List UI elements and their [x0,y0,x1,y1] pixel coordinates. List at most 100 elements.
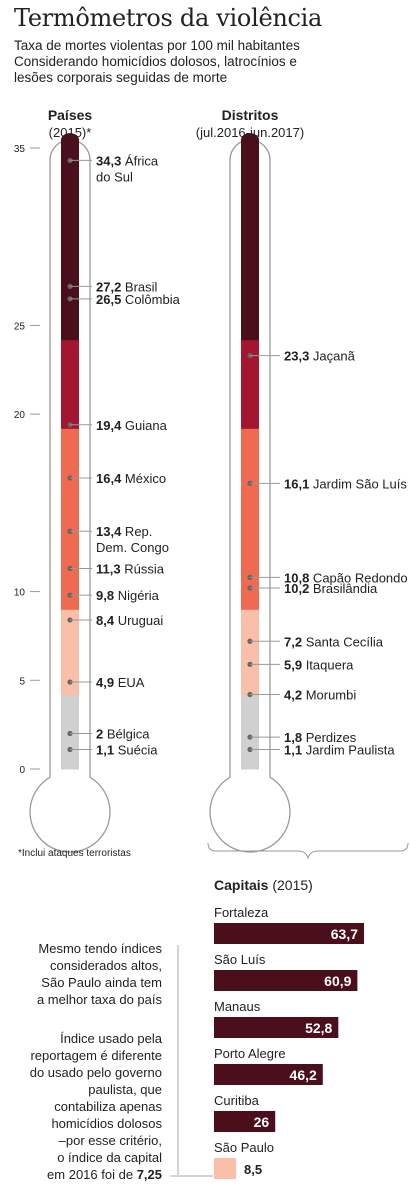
paises-name: Rep. [121,524,152,539]
distritos-value: 23,3 [284,349,309,364]
paises-name: Guiana [121,418,167,433]
capitals-subtitle: (2015) [272,877,313,893]
note-line: o índice da capital [57,1150,162,1165]
subtitle-line: Considerando homicídios dolosos, latrocí… [14,54,297,69]
capital-name: São Paulo [214,1140,274,1155]
paises-label: 8,4 Uruguai [96,613,163,628]
liquid-distritos-band [241,139,259,341]
paises-label: 9,8 Nigéria [96,588,160,603]
capital-name: Manaus [214,999,261,1014]
page-title: Termômetros da violência [14,4,323,32]
y-tick-label: 35 [14,144,26,155]
capital-bar [214,1017,339,1038]
liquid-distritos-band [241,694,259,770]
distritos-name: Capão Redondo [309,570,407,585]
subheading-distritos: (jul.2016-jun.2017) [196,125,304,140]
distritos-value: 7,2 [284,634,302,649]
note-line: –por esse critério, [58,1133,162,1148]
paises-name: África [121,153,159,168]
paises-label: 11,3 Rússia [96,562,165,577]
liquid-distritos-band [241,428,259,610]
distritos-label: 16,1 Jardim São Luís [284,476,407,491]
note-highlight-value: 7,25 [136,1167,162,1182]
capital-value: 60,9 [324,973,351,989]
subtitle: Taxa de mortes violentas por 100 mil hab… [14,38,300,86]
distritos-name: Jaçanã [309,349,355,364]
paises-label: 16,4 México [96,471,166,486]
paises-value: 13,4 [96,524,122,539]
distritos-value: 10,2 [284,581,309,596]
y-tick-label: 10 [14,588,26,599]
note-line: Mesmo tendo índices [38,941,162,956]
distritos-label: 23,3 Jaçanã [284,349,356,364]
capital-value: 46,2 [290,1067,317,1083]
distritos-name: Santa Cecília [302,634,384,649]
distritos-label: 1,1 Jardim Paulista [284,742,395,757]
distritos-value: 10,8 [284,570,309,585]
capital-value: 26 [254,1114,270,1130]
note-line: paulista, que [88,1082,162,1097]
footnote: *Inclui ataques terroristas [18,848,131,859]
note-2: Índice usado pela reportagem é diferente… [30,1030,162,1183]
capital-bar [214,970,358,991]
paises-label: 19,4 Guiana [96,418,168,433]
subtitle-line: lesões corporais seguidas de morte [14,70,228,85]
distritos-label: 10,2 Brasilândia [284,581,378,596]
paises-label: 27,2 Brasil [96,279,158,294]
paises-value: 27,2 [96,279,121,294]
y-tick-label: 25 [14,321,26,332]
paises-value: 2 [96,727,103,742]
capital-value: 63,7 [331,926,358,942]
paises-value: 1,1 [96,742,114,757]
y-tick-label: 20 [14,410,26,421]
note-line: a melhor taxa do país [36,992,162,1007]
capital-name: Fortaleza [214,905,269,920]
liquid-paises-band [61,428,79,610]
liquid-paises [61,133,79,770]
capitals-title: Capitais [214,877,269,893]
paises-value: 8,4 [96,613,115,628]
note-1: Mesmo tendo índices considerados altos, … [37,940,162,1008]
distritos-name: Itaquera [302,657,354,672]
liquid-distritos [241,133,259,770]
liquid-paises-band [61,339,79,429]
distritos-value: 16,1 [284,476,309,491]
liquid-paises-band [61,609,79,695]
capital-value: 52,8 [305,1020,332,1036]
paises-value: 26,5 [96,292,121,307]
paises-name: Suécia [114,742,158,757]
paises-name-cont: Dem. Congo [96,540,169,555]
distritos-name: Brasilândia [309,581,378,596]
note-line: homicídios dolosos [51,1116,162,1131]
liquid-distritos-top [241,133,259,148]
paises-name: Rússia [121,562,165,577]
distritos-value: 5,9 [284,657,302,672]
distritos-value: 4,2 [284,687,302,702]
note-line: considerados altos, [49,958,162,973]
paises-value: 19,4 [96,418,122,433]
heading-paises: Países [48,107,93,123]
distritos-label: 5,9 Itaquera [284,657,354,672]
distritos-label: 7,2 Santa Cecília [284,634,384,649]
note-line: Índice usado pela [60,1031,162,1046]
note-line: São Paulo ainda tem [41,975,162,990]
capital-bar [214,1064,323,1085]
distritos-name: Perdizes [302,730,357,745]
y-tick-label: 0 [19,765,25,776]
distritos-value: 1,8 [284,730,302,745]
capital-bar [214,1158,236,1179]
paises-label: 13,4 Rep. Dem. Congo [96,524,169,555]
capital-name: São Luís [214,952,266,967]
capitals-heading: Capitais (2015) [214,877,313,893]
distritos-name: Morumbi [302,687,356,702]
capital-name: Curitiba [214,1093,260,1108]
note-line: do usado pelo governo [29,1065,162,1080]
paises-name: Brasil [121,279,157,294]
paises-label: 1,1 Suécia [96,742,158,757]
liquid-paises-top [61,133,79,148]
paises-name: Uruguai [114,613,163,628]
distritos-value: 1,1 [284,742,302,757]
liquid-paises-band [61,139,79,341]
note-line: contabiliza apenas [54,1099,162,1114]
